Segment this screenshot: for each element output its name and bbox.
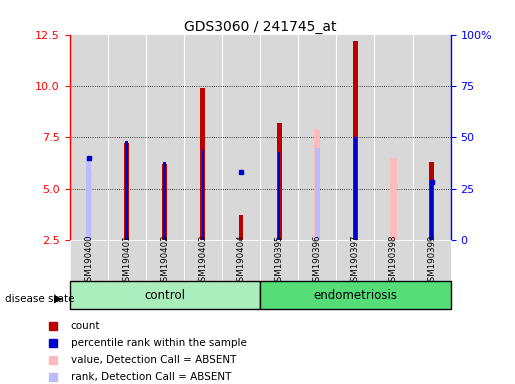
- Title: GDS3060 / 241745_at: GDS3060 / 241745_at: [184, 20, 336, 33]
- Text: GSM190396: GSM190396: [313, 235, 322, 287]
- Bar: [278, 152, 281, 240]
- Bar: [277, 123, 282, 240]
- Bar: [222, 240, 260, 282]
- Bar: [260, 281, 451, 309]
- Bar: [162, 164, 167, 240]
- Text: disease state: disease state: [5, 294, 75, 304]
- Text: GSM190400: GSM190400: [84, 235, 93, 288]
- Text: GSM190401: GSM190401: [122, 235, 131, 288]
- Bar: [163, 162, 166, 240]
- Bar: [125, 141, 128, 240]
- Text: GSM190395: GSM190395: [274, 235, 284, 287]
- Text: value, Detection Call = ABSENT: value, Detection Call = ABSENT: [71, 355, 236, 365]
- Bar: [315, 147, 320, 240]
- Bar: [413, 240, 451, 282]
- Bar: [86, 158, 91, 240]
- Bar: [353, 41, 358, 240]
- Bar: [85, 170, 92, 240]
- Bar: [314, 129, 320, 240]
- Text: endometriosis: endometriosis: [313, 289, 398, 302]
- Bar: [390, 158, 397, 240]
- Bar: [374, 240, 413, 282]
- Text: percentile rank within the sample: percentile rank within the sample: [71, 338, 247, 348]
- Bar: [124, 144, 129, 240]
- Text: GSM190403: GSM190403: [198, 235, 208, 288]
- Text: rank, Detection Call = ABSENT: rank, Detection Call = ABSENT: [71, 372, 231, 382]
- Bar: [108, 240, 146, 282]
- Bar: [201, 150, 204, 240]
- Text: GSM190398: GSM190398: [389, 235, 398, 287]
- Bar: [354, 137, 357, 240]
- Bar: [429, 162, 434, 240]
- Text: GSM190404: GSM190404: [236, 235, 246, 288]
- Bar: [70, 281, 260, 309]
- Text: control: control: [144, 289, 185, 302]
- Bar: [260, 240, 298, 282]
- Text: GSM190402: GSM190402: [160, 235, 169, 288]
- Text: ▶: ▶: [54, 294, 63, 304]
- Bar: [146, 240, 184, 282]
- Bar: [238, 215, 244, 240]
- Bar: [200, 88, 205, 240]
- Text: GSM190399: GSM190399: [427, 235, 436, 287]
- Bar: [430, 182, 433, 240]
- Bar: [70, 240, 108, 282]
- Text: GSM190397: GSM190397: [351, 235, 360, 287]
- Bar: [336, 240, 374, 282]
- Text: count: count: [71, 321, 100, 331]
- Bar: [184, 240, 222, 282]
- Bar: [298, 240, 336, 282]
